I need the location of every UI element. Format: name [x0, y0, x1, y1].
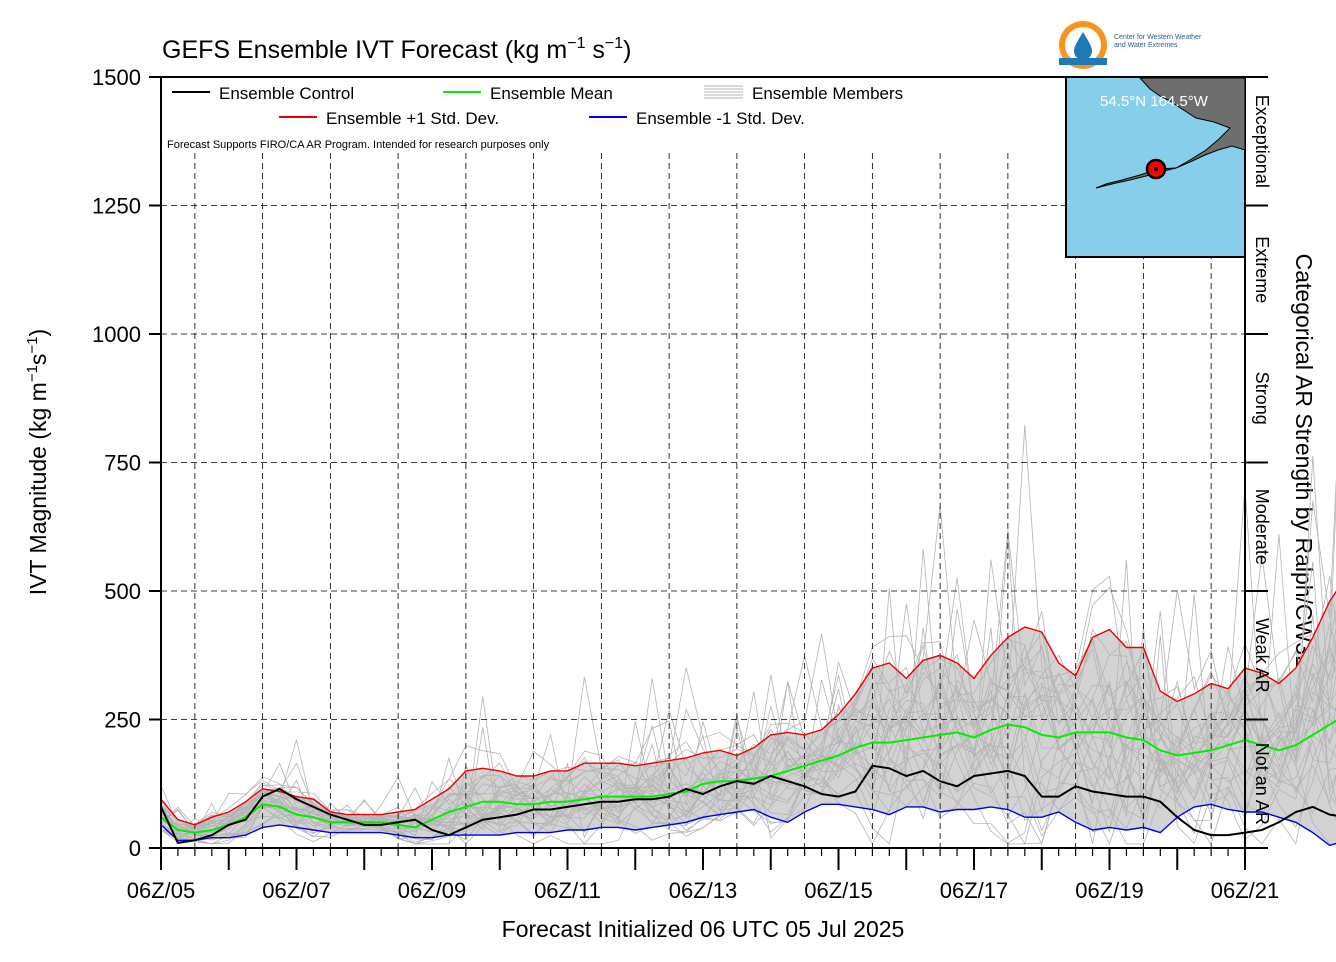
inset-location-label: 54.5°N 164.5°W [1100, 93, 1209, 110]
y-tick-label: 0 [129, 836, 141, 861]
legend: Ensemble Control Ensemble Mean Ensemble … [172, 84, 903, 128]
control-series-line [160, 764, 1336, 845]
category-label: Exceptional [1252, 95, 1272, 188]
y-tick-label: 250 [104, 708, 141, 733]
category-label: Not an AR [1252, 743, 1272, 825]
y-axis-label: IVT Magnitude (kg m−1s−1) [24, 329, 51, 595]
legend-members-swatch [704, 85, 743, 99]
mean-series-line [160, 719, 1336, 834]
y-tick-label: 1250 [92, 194, 141, 219]
ensemble-member-line [160, 644, 1336, 834]
ensemble-member-line [160, 485, 1336, 845]
x-tick-label: 06Z/19 [1075, 878, 1144, 903]
grid-lines [161, 153, 1245, 848]
x-tick-label: 06Z/07 [262, 878, 331, 903]
x-tick-label: 06Z/05 [127, 878, 196, 903]
x-tick-label: 06Z/11 [534, 878, 601, 903]
ensemble-member-line [160, 647, 1336, 841]
logo-water-drop-icon [1074, 32, 1092, 60]
logo-text-line-1: Center for Western Weather [1114, 34, 1202, 41]
ensemble-member-line [160, 646, 1336, 834]
logo-text: Center for Western Weather and Water Ext… [1114, 34, 1201, 50]
x-tick-label: 06Z/15 [804, 878, 873, 903]
ensemble-member-line [160, 559, 1336, 828]
ensemble-member-line [161, 476, 1336, 845]
ensemble-member-line [160, 588, 1336, 845]
y-tick-label: 1500 [92, 65, 141, 90]
minus-std-series-line [160, 803, 1336, 847]
category-label: Extreme [1252, 236, 1272, 303]
inset-landmass-alaska [1138, 77, 1246, 169]
std-dev-band-area [161, 591, 1336, 846]
ensemble-member-line [160, 578, 1336, 845]
y-tick-label: 1000 [92, 322, 141, 347]
ensemble-member-line [160, 561, 1336, 845]
x-tick-label: 06Z/13 [669, 878, 738, 903]
logo-text-line-2: and Water Extremes [1114, 42, 1178, 49]
location-inset-map: 54.5°N 164.5°W [1065, 76, 1246, 258]
ensemble-member-line [160, 627, 1336, 845]
axis-ticks: 0 250 500 750 1000 1250 1500 06Z/05 06Z/07 06Z/09… [92, 65, 1279, 903]
ensemble-member-line [160, 495, 1336, 835]
ensemble-member-line [160, 674, 1336, 845]
ensemble-member-line [160, 455, 1336, 845]
y-tick-label: 500 [104, 579, 141, 604]
x-tick-label: 06Z/21 [1211, 878, 1280, 903]
ensemble-members [160, 425, 1336, 845]
legend-mean-label: Ensemble Mean [490, 84, 613, 103]
std-dev-band [161, 591, 1336, 846]
chart-title: GEFS Ensemble IVT Forecast (kg m−1 s−1) [162, 35, 632, 64]
cw3e-logo [1059, 21, 1107, 69]
category-label: Moderate [1252, 489, 1272, 565]
legend-minus-std-label: Ensemble -1 Std. Dev. [636, 109, 805, 128]
ensemble-member-line [160, 594, 1336, 834]
disclaimer-note: Forecast Supports FIRO/CA AR Program. In… [167, 139, 550, 151]
ar-category-axis: Not an AR Weak AR Moderate Strong Extreme Exc… [1245, 76, 1272, 849]
plus-std-series-line [160, 590, 1336, 826]
ensemble-member-line [160, 653, 1336, 837]
ensemble-member-line [160, 648, 1336, 845]
category-label: Strong [1252, 372, 1272, 425]
ensemble-member-line [160, 627, 1336, 845]
ensemble-member-line [160, 576, 1336, 840]
legend-plus-std-label: Ensemble +1 Std. Dev. [326, 109, 499, 128]
ensemble-member-line [160, 609, 1336, 844]
x-tick-label: 06Z/09 [398, 878, 467, 903]
category-label: Weak AR [1252, 618, 1272, 693]
x-axis-label: Forecast Initialized 06 UTC 05 Jul 2025 [502, 916, 905, 942]
series-lines [160, 590, 1336, 847]
legend-members-label: Ensemble Members [752, 84, 903, 103]
inset-forecast-point-center [1154, 167, 1158, 171]
x-tick-label: 06Z/17 [940, 878, 1009, 903]
logo-wave-band [1059, 58, 1107, 65]
legend-control-label: Ensemble Control [219, 84, 354, 103]
y-tick-label: 750 [104, 451, 141, 476]
ensemble-member-line [160, 559, 1336, 845]
